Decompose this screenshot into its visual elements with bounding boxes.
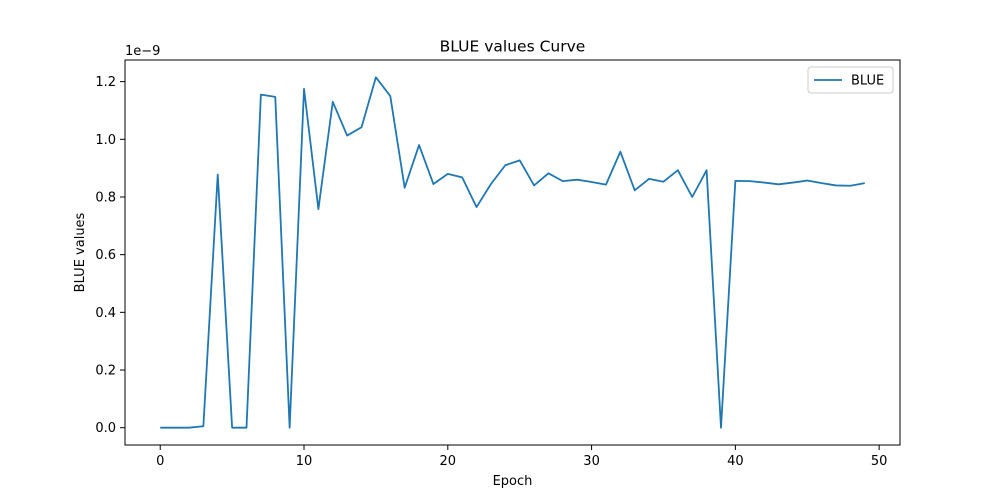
y-tick-label: 0.0 <box>95 421 116 436</box>
x-axis-title: Epoch <box>493 474 533 489</box>
y-tick-label: 1.2 <box>95 75 116 90</box>
y-axis-title: BLUE values <box>73 212 88 292</box>
legend-label-blue: BLUE <box>851 74 884 89</box>
plot-frame <box>124 59 901 446</box>
x-tick-label: 0 <box>156 454 164 469</box>
x-tick-label: 10 <box>296 454 313 469</box>
series-line-blue <box>160 76 865 429</box>
y-tick-label: 0.4 <box>95 306 116 321</box>
chart-title: BLUE values Curve <box>440 38 586 56</box>
y-axis-scale-label: 1e−9 <box>125 44 160 59</box>
x-tick-label: 20 <box>440 454 457 469</box>
series-layer <box>160 76 865 429</box>
y-tick-label: 1.0 <box>95 133 116 148</box>
x-tick-label: 50 <box>871 454 888 469</box>
plot-area <box>125 60 900 445</box>
x-axis-ticks: 0 10 20 30 40 50 <box>156 445 887 469</box>
y-tick-label: 0.6 <box>95 248 116 263</box>
legend-box <box>807 66 894 94</box>
legend: BLUE <box>807 66 894 94</box>
x-tick-label: 40 <box>727 454 744 469</box>
x-tick-label: 30 <box>583 454 600 469</box>
y-tick-label: 0.8 <box>95 190 116 205</box>
y-axis-ticks: 0.0 0.2 0.4 0.6 0.8 1.0 1.2 <box>95 75 125 436</box>
y-tick-label: 0.2 <box>95 364 116 379</box>
